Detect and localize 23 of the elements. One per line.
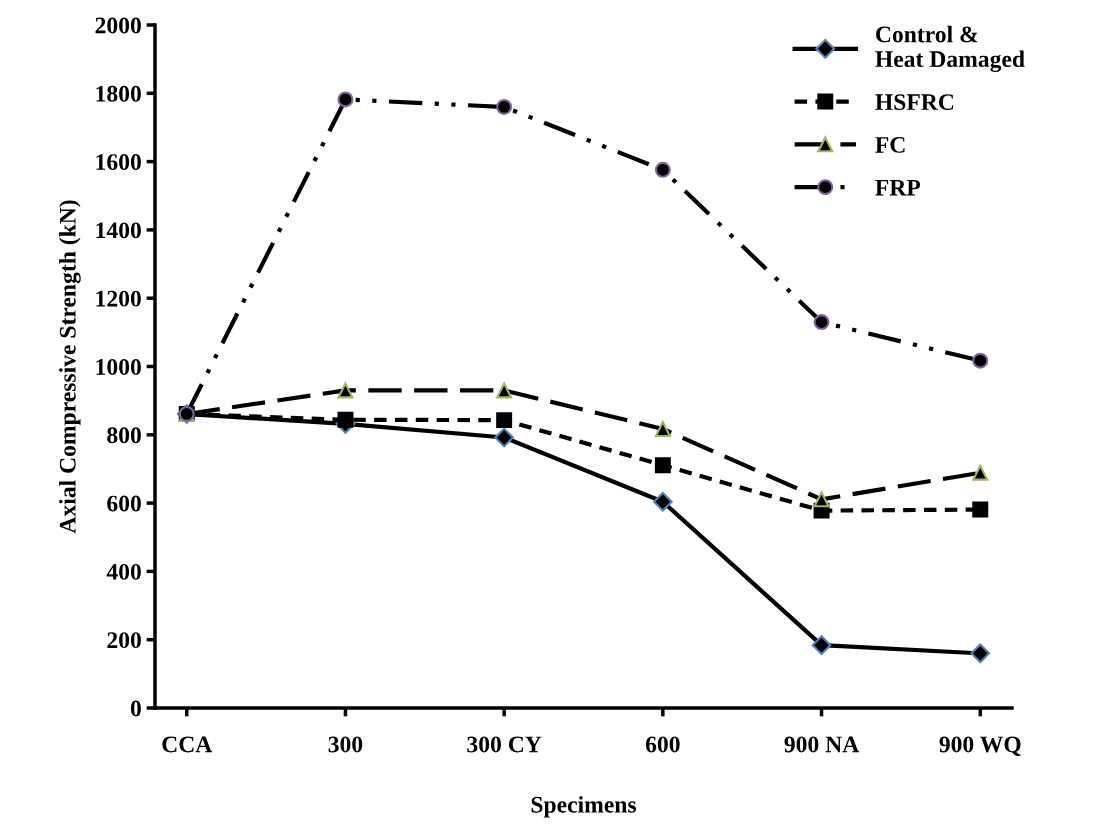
y-tick-label: 800 [107, 427, 141, 444]
y-tick-label: 0 [130, 700, 141, 717]
x-tick-label: 300 CY [467, 736, 542, 753]
legend-label: HSFRC [875, 94, 954, 111]
y-axis-title: Axial Compressive Strength (kN) [59, 200, 81, 534]
y-tick-label: 600 [107, 495, 141, 512]
y-tick-label: 1000 [96, 358, 141, 375]
x-tick-label: 900 NA [784, 736, 860, 753]
y-tick-label: 1400 [96, 222, 141, 239]
y-tick-label: 1800 [96, 85, 141, 102]
y-tick-label: 2000 [95, 17, 141, 34]
x-tick-label: CCA [162, 736, 213, 753]
y-tick-label: 1600 [96, 154, 141, 171]
legend-label: Control & Heat Damaged [875, 25, 1025, 73]
legend-label: FRP [875, 179, 921, 196]
y-tick-label: 200 [107, 632, 141, 649]
x-axis-title: Specimens [531, 796, 637, 818]
x-tick-label: 300 [328, 736, 363, 753]
x-tick-label: 900 WQ [939, 736, 1021, 756]
y-tick-label: 400 [106, 563, 141, 580]
legend-label: FC [875, 136, 905, 153]
x-tick-label: 600 [645, 736, 680, 753]
y-tick-label: 1200 [96, 290, 141, 307]
